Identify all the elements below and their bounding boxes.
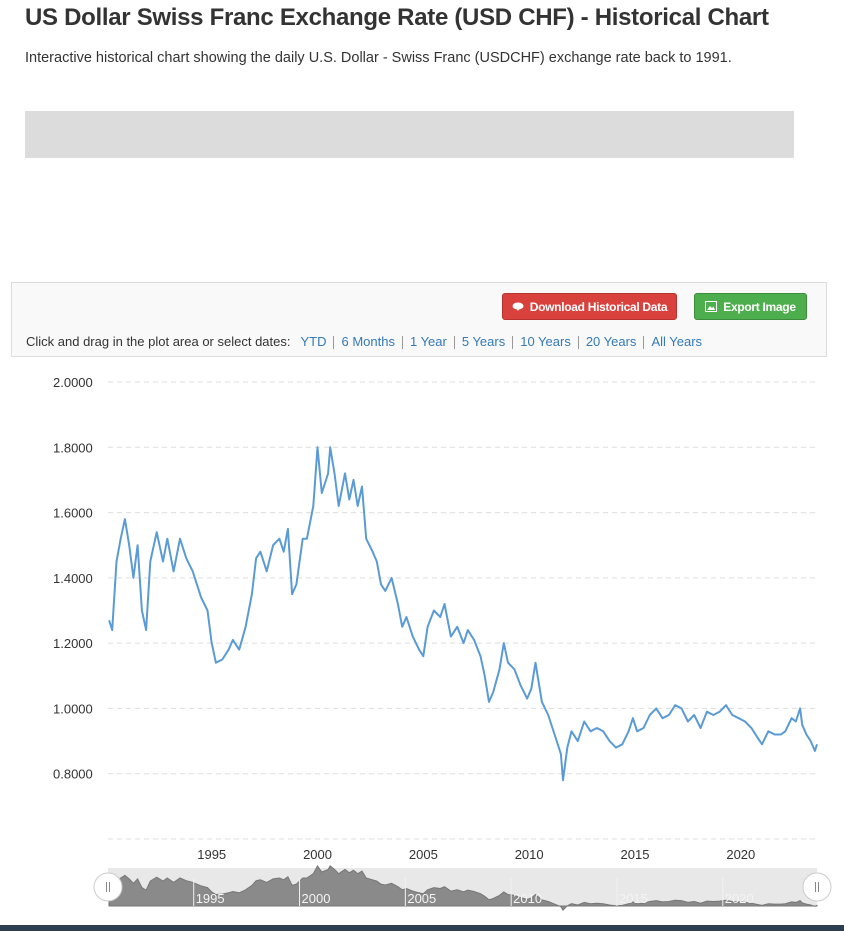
y-tick-label: 1.0000 [53,701,93,716]
download-label: Download Historical Data [529,299,668,314]
navigator-tick-label: 2010 [513,891,542,906]
navigator-tick-label: 2000 [302,891,331,906]
date-prompt: Click and drag in the plot area or selec… [26,334,291,349]
y-tick-label: 1.4000 [53,571,93,586]
x-tick-label: 1995 [197,847,226,862]
navigator-tick-label: 2005 [407,891,436,906]
y-tick-label: 1.2000 [53,636,93,651]
navigator-tick-label: 2020 [725,891,754,906]
export-button[interactable]: Export Image [694,293,807,320]
date-range-bar: Click and drag in the plot area or selec… [26,334,709,349]
export-label: Export Image [723,299,796,314]
page-subtitle: Interactive historical chart showing the… [25,50,732,66]
x-tick-label: 2000 [303,847,332,862]
page-title: US Dollar Swiss Franc Exchange Rate (USD… [25,4,769,31]
x-tick-label: 2005 [409,847,438,862]
date-range-link[interactable]: 5 Years [453,335,512,349]
navigator-handle[interactable] [802,872,832,902]
toolbar: Download Historical Data Export Image Cl… [11,282,827,357]
date-range-link[interactable]: 20 Years [577,335,644,349]
navigator-tick-label: 2015 [619,891,648,906]
download-button[interactable]: Download Historical Data [502,293,677,320]
y-tick-label: 1.6000 [53,506,93,521]
date-range-link[interactable]: YTD [300,334,327,349]
ad-placeholder [25,111,794,158]
y-tick-label: 0.8000 [53,767,93,782]
navigator-area [108,864,818,912]
x-tick-label: 2010 [515,847,544,862]
y-tick-label: 2.0000 [53,375,93,390]
x-tick-label: 2015 [621,847,650,862]
date-range-link[interactable]: All Years [643,335,709,349]
y-tick-label: 1.8000 [53,440,93,455]
navigator-handle[interactable] [93,872,123,902]
date-range-link[interactable]: 10 Years [512,335,578,349]
cloud-icon [512,302,524,311]
x-tick-label: 2020 [726,847,755,862]
navigator-tick-label: 1995 [196,891,225,906]
date-range-link[interactable]: 6 Months [333,335,401,349]
price-line [108,446,818,782]
date-range-link[interactable]: 1 Year [401,335,454,349]
footer-bar [0,925,844,931]
chart: 0.8000 1.0000 1.2000 1.4000 1.6000 1.8000 2.00… [53,375,832,912]
image-icon [705,301,718,312]
